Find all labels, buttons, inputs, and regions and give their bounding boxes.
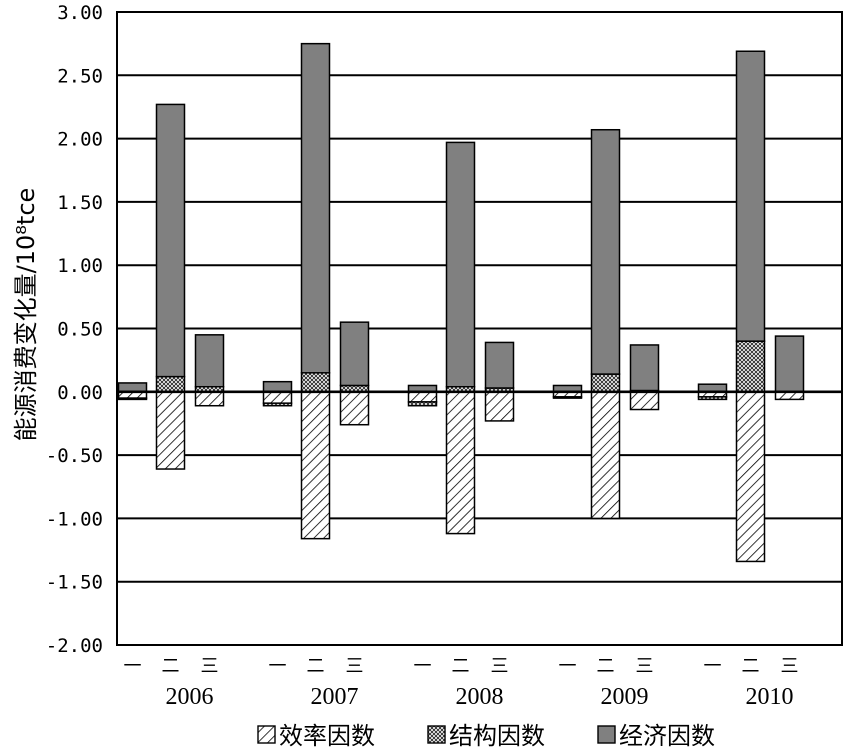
bar-economic-2006-1 [117, 382, 148, 393]
y-tick-label: -1.00 [46, 508, 103, 530]
bar-economic-2006-2 [155, 103, 186, 378]
gridlines [117, 11, 842, 646]
y-tick-label: 2.50 [57, 65, 103, 87]
legend-swatch-structure [427, 725, 446, 744]
legend-label-efficiency: 效率因数 [279, 722, 375, 750]
bar-efficiency-2007-3 [339, 391, 370, 426]
legend-label-structure: 结构因数 [449, 722, 545, 750]
y-tick-label: 0.50 [57, 319, 103, 341]
bar-structure-2007-1 [262, 402, 293, 407]
y-tick-label: 3.00 [57, 2, 103, 24]
industry-tick-label: 三 [781, 656, 799, 677]
industry-tick-label: 三 [491, 656, 509, 677]
bar-structure-2006-2 [155, 375, 186, 393]
axis-labels: 3.00 2.50 2.00 1.50 1.00 0.50 0.00 -0.50 -1.00 -1… [12, 2, 799, 710]
legend-swatch-economic [597, 725, 616, 744]
year-label: 2010 [746, 684, 794, 710]
y-tick-label: 1.50 [57, 192, 103, 214]
bar-economic-2006-3 [194, 334, 225, 388]
y-tick-label: -2.00 [46, 635, 103, 657]
industry-tick-label: 二 [452, 656, 470, 677]
bar-economic-2007-3 [339, 321, 370, 387]
year-label: 2008 [456, 684, 504, 710]
bar-economic-2010-2 [735, 50, 766, 342]
industry-tick-label: 三 [201, 656, 219, 677]
bar-efficiency-2008-2 [445, 391, 476, 535]
plot-frame [116, 11, 843, 646]
y-tick-label: 2.00 [57, 129, 103, 151]
year-label: 2009 [601, 684, 649, 710]
industry-tick-label: 二 [162, 656, 180, 677]
bar-efficiency-2009-2 [590, 391, 621, 520]
year-label: 2007 [311, 684, 359, 710]
bar-economic-2007-1 [262, 380, 293, 393]
bar-economic-2007-2 [300, 42, 331, 374]
industry-tick-label: 一 [414, 656, 432, 677]
bar-structure-2009-2 [590, 373, 621, 393]
bar-efficiency-2009-3 [629, 391, 660, 411]
bar-structure-2008-1 [407, 401, 438, 407]
y-tick-label: 1.00 [57, 255, 103, 277]
industry-tick-label: 三 [636, 656, 654, 677]
bar-economic-2008-2 [445, 141, 476, 388]
bar-economic-2010-3 [774, 335, 805, 393]
bar-efficiency-2008-3 [484, 391, 515, 422]
bar-economic-2008-3 [484, 341, 515, 389]
industry-tick-label: 一 [559, 656, 577, 677]
bar-structure-2010-1 [697, 396, 728, 401]
legend-label-economic: 经济因数 [619, 722, 715, 750]
industry-tick-label: 二 [597, 656, 615, 677]
y-tick-label: -1.50 [46, 572, 103, 594]
plot-border [116, 11, 843, 646]
y-axis-title: 能源消费变化量/10⁸tce [12, 188, 40, 442]
industry-tick-label: 一 [704, 656, 722, 677]
bar-efficiency-2006-2 [155, 391, 186, 470]
bars [117, 42, 805, 563]
y-tick-label: -0.50 [46, 445, 103, 467]
bar-efficiency-2008-1 [407, 391, 438, 403]
bar-economic-2009-2 [590, 128, 621, 375]
bar-structure-2007-2 [300, 372, 331, 393]
bar-efficiency-2007-2 [300, 391, 331, 540]
bar-structure-2006-1 [117, 397, 148, 401]
legend: 效率因数 结构因数 经济因数 [257, 722, 715, 750]
bar-efficiency-2010-2 [735, 391, 766, 563]
legend-swatch-efficiency [257, 725, 276, 744]
bar-structure-2009-1 [552, 396, 583, 399]
industry-tick-label: 二 [307, 656, 325, 677]
bar-efficiency-2007-1 [262, 391, 293, 404]
bar-economic-2009-3 [629, 344, 660, 392]
industry-tick-label: 一 [269, 656, 287, 677]
industry-tick-label: 一 [124, 656, 142, 677]
bar-structure-2010-2 [735, 340, 766, 393]
industry-tick-label: 三 [346, 656, 364, 677]
year-label: 2006 [166, 684, 214, 710]
bar-efficiency-2006-3 [194, 391, 225, 407]
industry-tick-label: 二 [742, 656, 760, 677]
y-tick-label: 0.00 [57, 382, 103, 404]
